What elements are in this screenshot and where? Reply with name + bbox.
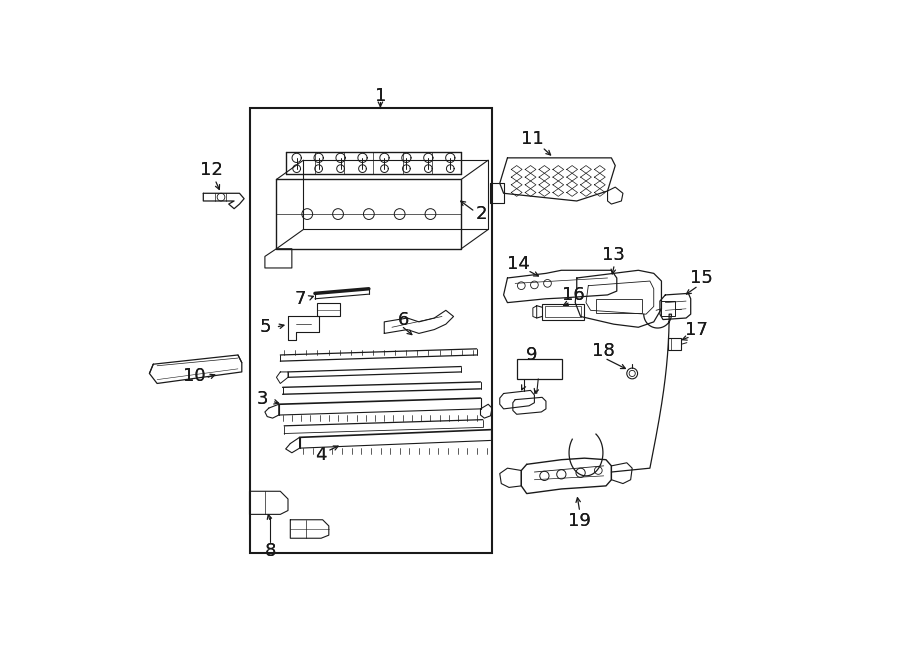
- Text: 7: 7: [294, 290, 306, 308]
- Text: 2: 2: [475, 205, 487, 223]
- Text: 16: 16: [562, 286, 585, 304]
- Text: 7: 7: [294, 290, 306, 308]
- Text: 17: 17: [686, 321, 708, 338]
- Text: 17: 17: [686, 321, 708, 338]
- Text: 9: 9: [526, 346, 537, 364]
- Text: 16: 16: [562, 286, 585, 304]
- Text: 10: 10: [183, 367, 205, 385]
- Text: 9: 9: [526, 346, 537, 364]
- Text: 8: 8: [265, 541, 276, 560]
- Text: 14: 14: [507, 255, 530, 273]
- Text: 6: 6: [398, 311, 410, 329]
- Text: 15: 15: [690, 269, 713, 287]
- Bar: [668, 338, 681, 350]
- Text: 12: 12: [201, 161, 223, 179]
- Text: 1: 1: [374, 87, 386, 105]
- Text: 2: 2: [475, 205, 487, 223]
- Text: 12: 12: [201, 161, 223, 179]
- Text: 1: 1: [374, 87, 386, 105]
- Text: 5: 5: [260, 318, 272, 336]
- Text: 19: 19: [569, 512, 591, 529]
- Bar: [662, 301, 675, 317]
- Text: 14: 14: [507, 255, 530, 273]
- Text: 11: 11: [521, 130, 544, 148]
- Text: 4: 4: [315, 446, 327, 464]
- Text: 3: 3: [256, 390, 268, 408]
- Text: 13: 13: [602, 246, 626, 264]
- Text: 11: 11: [521, 130, 544, 148]
- Text: 3: 3: [256, 390, 268, 408]
- Text: 19: 19: [569, 512, 591, 529]
- Text: 6: 6: [398, 311, 410, 329]
- Bar: [318, 303, 340, 317]
- Bar: [518, 359, 562, 379]
- Text: 5: 5: [260, 318, 272, 336]
- Bar: [545, 307, 580, 317]
- Text: 18: 18: [592, 342, 615, 360]
- Text: 8: 8: [265, 541, 276, 560]
- Bar: [542, 304, 584, 319]
- Text: 18: 18: [592, 342, 615, 360]
- Text: 10: 10: [183, 367, 205, 385]
- Text: 15: 15: [690, 269, 713, 287]
- Bar: [249, 108, 492, 553]
- Bar: [596, 299, 643, 313]
- Text: 13: 13: [602, 246, 626, 264]
- Text: 4: 4: [315, 446, 327, 464]
